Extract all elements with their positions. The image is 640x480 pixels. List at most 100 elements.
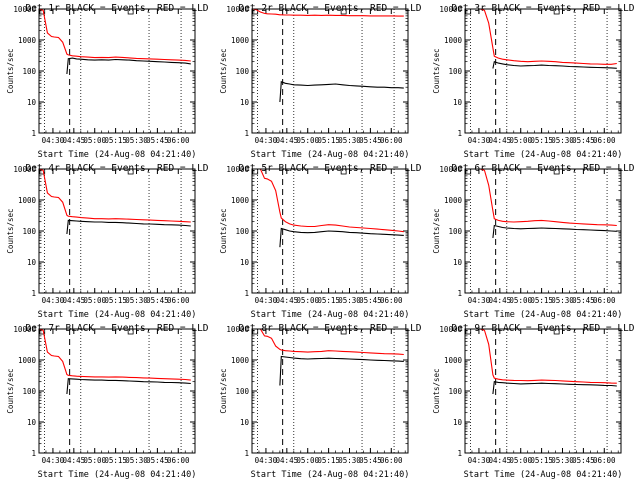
series-line-events (492, 60, 617, 69)
x-tick-label: 04:45 (276, 296, 299, 305)
series-line-events (279, 355, 404, 386)
plot-frame (464, 328, 622, 454)
series-line-lld (465, 9, 617, 65)
plot-frame (251, 8, 409, 134)
chart-panel-8: Det 8r BLACK = Events, RED = LLDCounts/s… (219, 323, 422, 480)
x-tick-label: 05:15 (104, 456, 127, 465)
chart-panel-3: Det 3r BLACK = Events, RED = LLDCounts/s… (432, 3, 635, 160)
y-tick-label: 1 (244, 289, 249, 298)
y-axis-label: Counts/sec (6, 368, 15, 413)
y-tick-label: 1 (457, 289, 462, 298)
x-tick-label: 05:15 (530, 136, 553, 145)
x-tick-label: 05:00 (83, 296, 106, 305)
x-tick-label: 04:45 (276, 456, 299, 465)
x-axis-label: Start Time (24-Aug-08 04:21:40) (464, 470, 623, 480)
x-tick-label: 05:00 (296, 296, 319, 305)
x-tick-label: 05:00 (83, 456, 106, 465)
y-axis-label: Counts/sec (219, 208, 228, 253)
y-tick-label: 10 (27, 418, 37, 427)
x-tick-label: 06:00 (593, 456, 616, 465)
y-axis-label: Counts/sec (432, 208, 441, 253)
x-tick-label: 05:30 (338, 456, 361, 465)
plot-frame (464, 8, 622, 134)
x-axis-label: Start Time (24-Aug-08 04:21:40) (464, 310, 623, 320)
y-tick-label: 1000 (18, 196, 37, 205)
y-tick-label: 100 (22, 67, 36, 76)
y-tick-label: 100 (22, 227, 36, 236)
x-axis-label: Start Time (24-Aug-08 04:21:40) (464, 150, 623, 160)
x-tick-label: 05:45 (146, 296, 169, 305)
x-tick-label: 05:45 (572, 456, 595, 465)
x-tick-label: 05:30 (338, 136, 361, 145)
x-tick-label: 06:00 (380, 136, 403, 145)
plot-frame (38, 168, 196, 294)
x-tick-label: 04:30 (42, 456, 65, 465)
x-axis-label: Start Time (24-Aug-08 04:21:40) (251, 470, 410, 480)
x-axis-label: Start Time (24-Aug-08 04:21:40) (38, 470, 197, 480)
y-tick-label: 10 (27, 258, 37, 267)
y-axis-label: Counts/sec (219, 48, 228, 93)
x-tick-label: 05:00 (509, 296, 532, 305)
y-tick-label: 10000 (226, 5, 249, 14)
y-tick-label: 10 (27, 98, 37, 107)
x-tick-label: 06:00 (167, 456, 190, 465)
y-tick-label: 10000 (226, 325, 249, 334)
x-tick-label: 05:30 (125, 456, 148, 465)
x-tick-label: 06:00 (593, 136, 616, 145)
x-tick-label: 04:30 (468, 136, 491, 145)
x-tick-label: 06:00 (167, 296, 190, 305)
y-tick-label: 10000 (13, 325, 36, 334)
x-axis-label: Start Time (24-Aug-08 04:21:40) (38, 310, 197, 320)
series-line-events (66, 378, 191, 395)
x-tick-label: 05:45 (146, 456, 169, 465)
x-tick-label: 04:45 (63, 296, 86, 305)
y-tick-label: 1000 (18, 356, 37, 365)
series-line-events (492, 224, 617, 238)
y-tick-label: 100 (235, 67, 249, 76)
y-tick-label: 100 (22, 387, 36, 396)
series-line-lld (252, 329, 404, 356)
x-axis-label: Start Time (24-Aug-08 04:21:40) (38, 150, 197, 160)
chart-panel-1: Det 1r BLACK = Events, RED = LLDCounts/s… (6, 3, 209, 160)
chart-panel-5: Det 5r BLACK = Events, RED = LLDCounts/s… (219, 163, 422, 320)
y-tick-label: 1000 (231, 36, 250, 45)
y-tick-label: 10 (240, 418, 250, 427)
plot-frame (38, 8, 196, 134)
x-tick-label: 05:45 (359, 456, 382, 465)
y-axis-label: Counts/sec (6, 48, 15, 93)
y-tick-label: 100 (235, 387, 249, 396)
x-tick-label: 04:30 (255, 136, 278, 145)
series-line-events (492, 381, 617, 395)
x-tick-label: 06:00 (593, 296, 616, 305)
y-tick-label: 1 (457, 449, 462, 458)
x-tick-label: 04:30 (255, 296, 278, 305)
series-line-events (66, 219, 191, 235)
x-tick-label: 05:30 (551, 136, 574, 145)
x-tick-label: 05:30 (551, 296, 574, 305)
x-tick-label: 04:45 (489, 136, 512, 145)
y-tick-label: 10000 (13, 165, 36, 174)
x-tick-label: 05:15 (104, 136, 127, 145)
series-line-lld (465, 329, 617, 384)
x-axis-label: Start Time (24-Aug-08 04:21:40) (251, 150, 410, 160)
x-tick-label: 05:45 (572, 296, 595, 305)
x-tick-label: 05:45 (572, 136, 595, 145)
y-tick-label: 100 (448, 67, 462, 76)
x-tick-label: 05:00 (296, 136, 319, 145)
x-tick-label: 05:00 (83, 136, 106, 145)
series-line-events (66, 57, 191, 75)
y-tick-label: 1000 (231, 196, 250, 205)
y-tick-label: 1 (31, 449, 36, 458)
y-tick-label: 10000 (439, 165, 462, 174)
y-axis-label: Counts/sec (6, 208, 15, 253)
series-line-lld (39, 169, 191, 223)
y-tick-label: 10 (453, 418, 463, 427)
y-tick-label: 10000 (439, 5, 462, 14)
y-tick-label: 10000 (226, 165, 249, 174)
x-tick-label: 05:15 (317, 136, 340, 145)
y-tick-label: 100 (448, 387, 462, 396)
chart-panel-6: Det 6r BLACK = Events, RED = LLDCounts/s… (432, 163, 635, 320)
x-tick-label: 04:30 (468, 296, 491, 305)
y-tick-label: 10 (240, 258, 250, 267)
y-tick-label: 10 (453, 258, 463, 267)
